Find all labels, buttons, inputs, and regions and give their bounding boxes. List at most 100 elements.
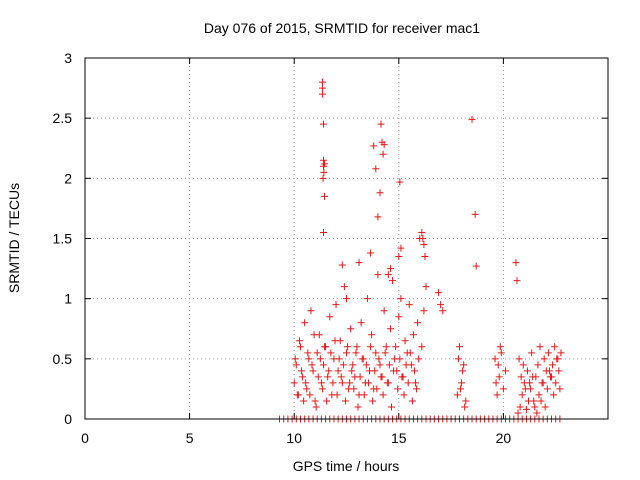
data-point (528, 349, 536, 357)
data-point (325, 367, 333, 375)
y-tick-label: 0 (64, 411, 72, 427)
data-point (395, 313, 403, 321)
data-point (421, 253, 429, 261)
data-point (459, 367, 467, 375)
data-point (462, 397, 470, 405)
data-point (344, 343, 352, 351)
data-point (291, 355, 299, 363)
data-point (415, 355, 423, 363)
x-axis-label: GPS time / hours (293, 458, 400, 474)
data-point (331, 337, 339, 345)
data-point (533, 409, 541, 417)
data-point (372, 349, 380, 357)
x-tick-label: 0 (81, 430, 89, 446)
data-point (396, 178, 404, 186)
data-point (374, 213, 382, 221)
data-point (536, 343, 544, 351)
data-point (338, 379, 346, 387)
data-point (499, 385, 507, 393)
data-point (398, 373, 406, 381)
data-point (544, 349, 552, 357)
data-point (310, 331, 318, 339)
data-point (293, 391, 301, 399)
data-point (535, 391, 543, 399)
data-point (380, 307, 388, 315)
data-point (295, 337, 303, 345)
data-point (392, 343, 400, 351)
data-point (354, 403, 362, 411)
data-point (494, 361, 502, 369)
data-point (373, 385, 381, 393)
data-point (319, 174, 327, 182)
data-point (522, 405, 530, 413)
data-point (422, 283, 430, 291)
data-point (332, 301, 340, 309)
data-point (303, 385, 311, 393)
data-point (296, 343, 304, 351)
data-point (420, 241, 428, 249)
data-point (363, 295, 371, 303)
data-point (321, 160, 329, 168)
data-point (521, 385, 529, 393)
data-point (334, 367, 342, 375)
data-point (406, 349, 414, 357)
data-point (532, 373, 540, 381)
data-point (540, 355, 548, 363)
data-point (496, 343, 504, 351)
data-point (335, 355, 343, 363)
data-point (390, 367, 398, 375)
data-point (538, 379, 546, 387)
data-point (389, 277, 397, 285)
data-point (414, 319, 422, 327)
data-point (320, 168, 328, 176)
data-point (333, 391, 341, 399)
data-point (323, 397, 331, 405)
data-point (309, 367, 317, 375)
data-point (341, 397, 349, 405)
data-point (352, 349, 360, 357)
data-point (512, 259, 520, 267)
data-point (319, 361, 327, 369)
y-tick-label: 1 (64, 291, 72, 307)
data-point (318, 90, 326, 98)
data-point (458, 379, 466, 387)
data-point (400, 391, 408, 399)
data-point (437, 301, 445, 309)
data-point (383, 379, 391, 387)
data-point (408, 397, 416, 405)
data-point (396, 355, 404, 363)
data-point (418, 343, 426, 351)
data-point (517, 373, 525, 381)
data-point (299, 373, 307, 381)
data-point (379, 391, 387, 399)
data-point (326, 313, 334, 321)
data-point (420, 307, 428, 315)
data-point (387, 403, 395, 411)
data-point (397, 295, 405, 303)
ticks-layer: 0 5 10 15 20 0 0.5 1 1.5 2 2.5 3 (53, 50, 608, 446)
data-point (550, 391, 558, 399)
data-point (381, 349, 389, 357)
data-point (327, 349, 335, 357)
data-point (534, 361, 542, 369)
x-tick-label: 20 (496, 430, 512, 446)
data-point (372, 165, 380, 173)
data-point (367, 249, 375, 257)
data-point (376, 361, 384, 369)
data-point (346, 379, 354, 387)
data-point (316, 355, 324, 363)
data-point (367, 343, 375, 351)
data-point (453, 391, 461, 399)
data-point (410, 367, 418, 375)
data-point (338, 261, 346, 269)
data-point (491, 355, 499, 363)
data-point (347, 325, 355, 333)
data-point (350, 385, 358, 393)
y-tick-label: 1.5 (53, 231, 73, 247)
data-point (457, 385, 465, 393)
data-point (382, 343, 390, 351)
data-point (318, 78, 326, 86)
data-point (343, 295, 350, 303)
data-point (356, 373, 364, 381)
data-point (355, 259, 363, 267)
